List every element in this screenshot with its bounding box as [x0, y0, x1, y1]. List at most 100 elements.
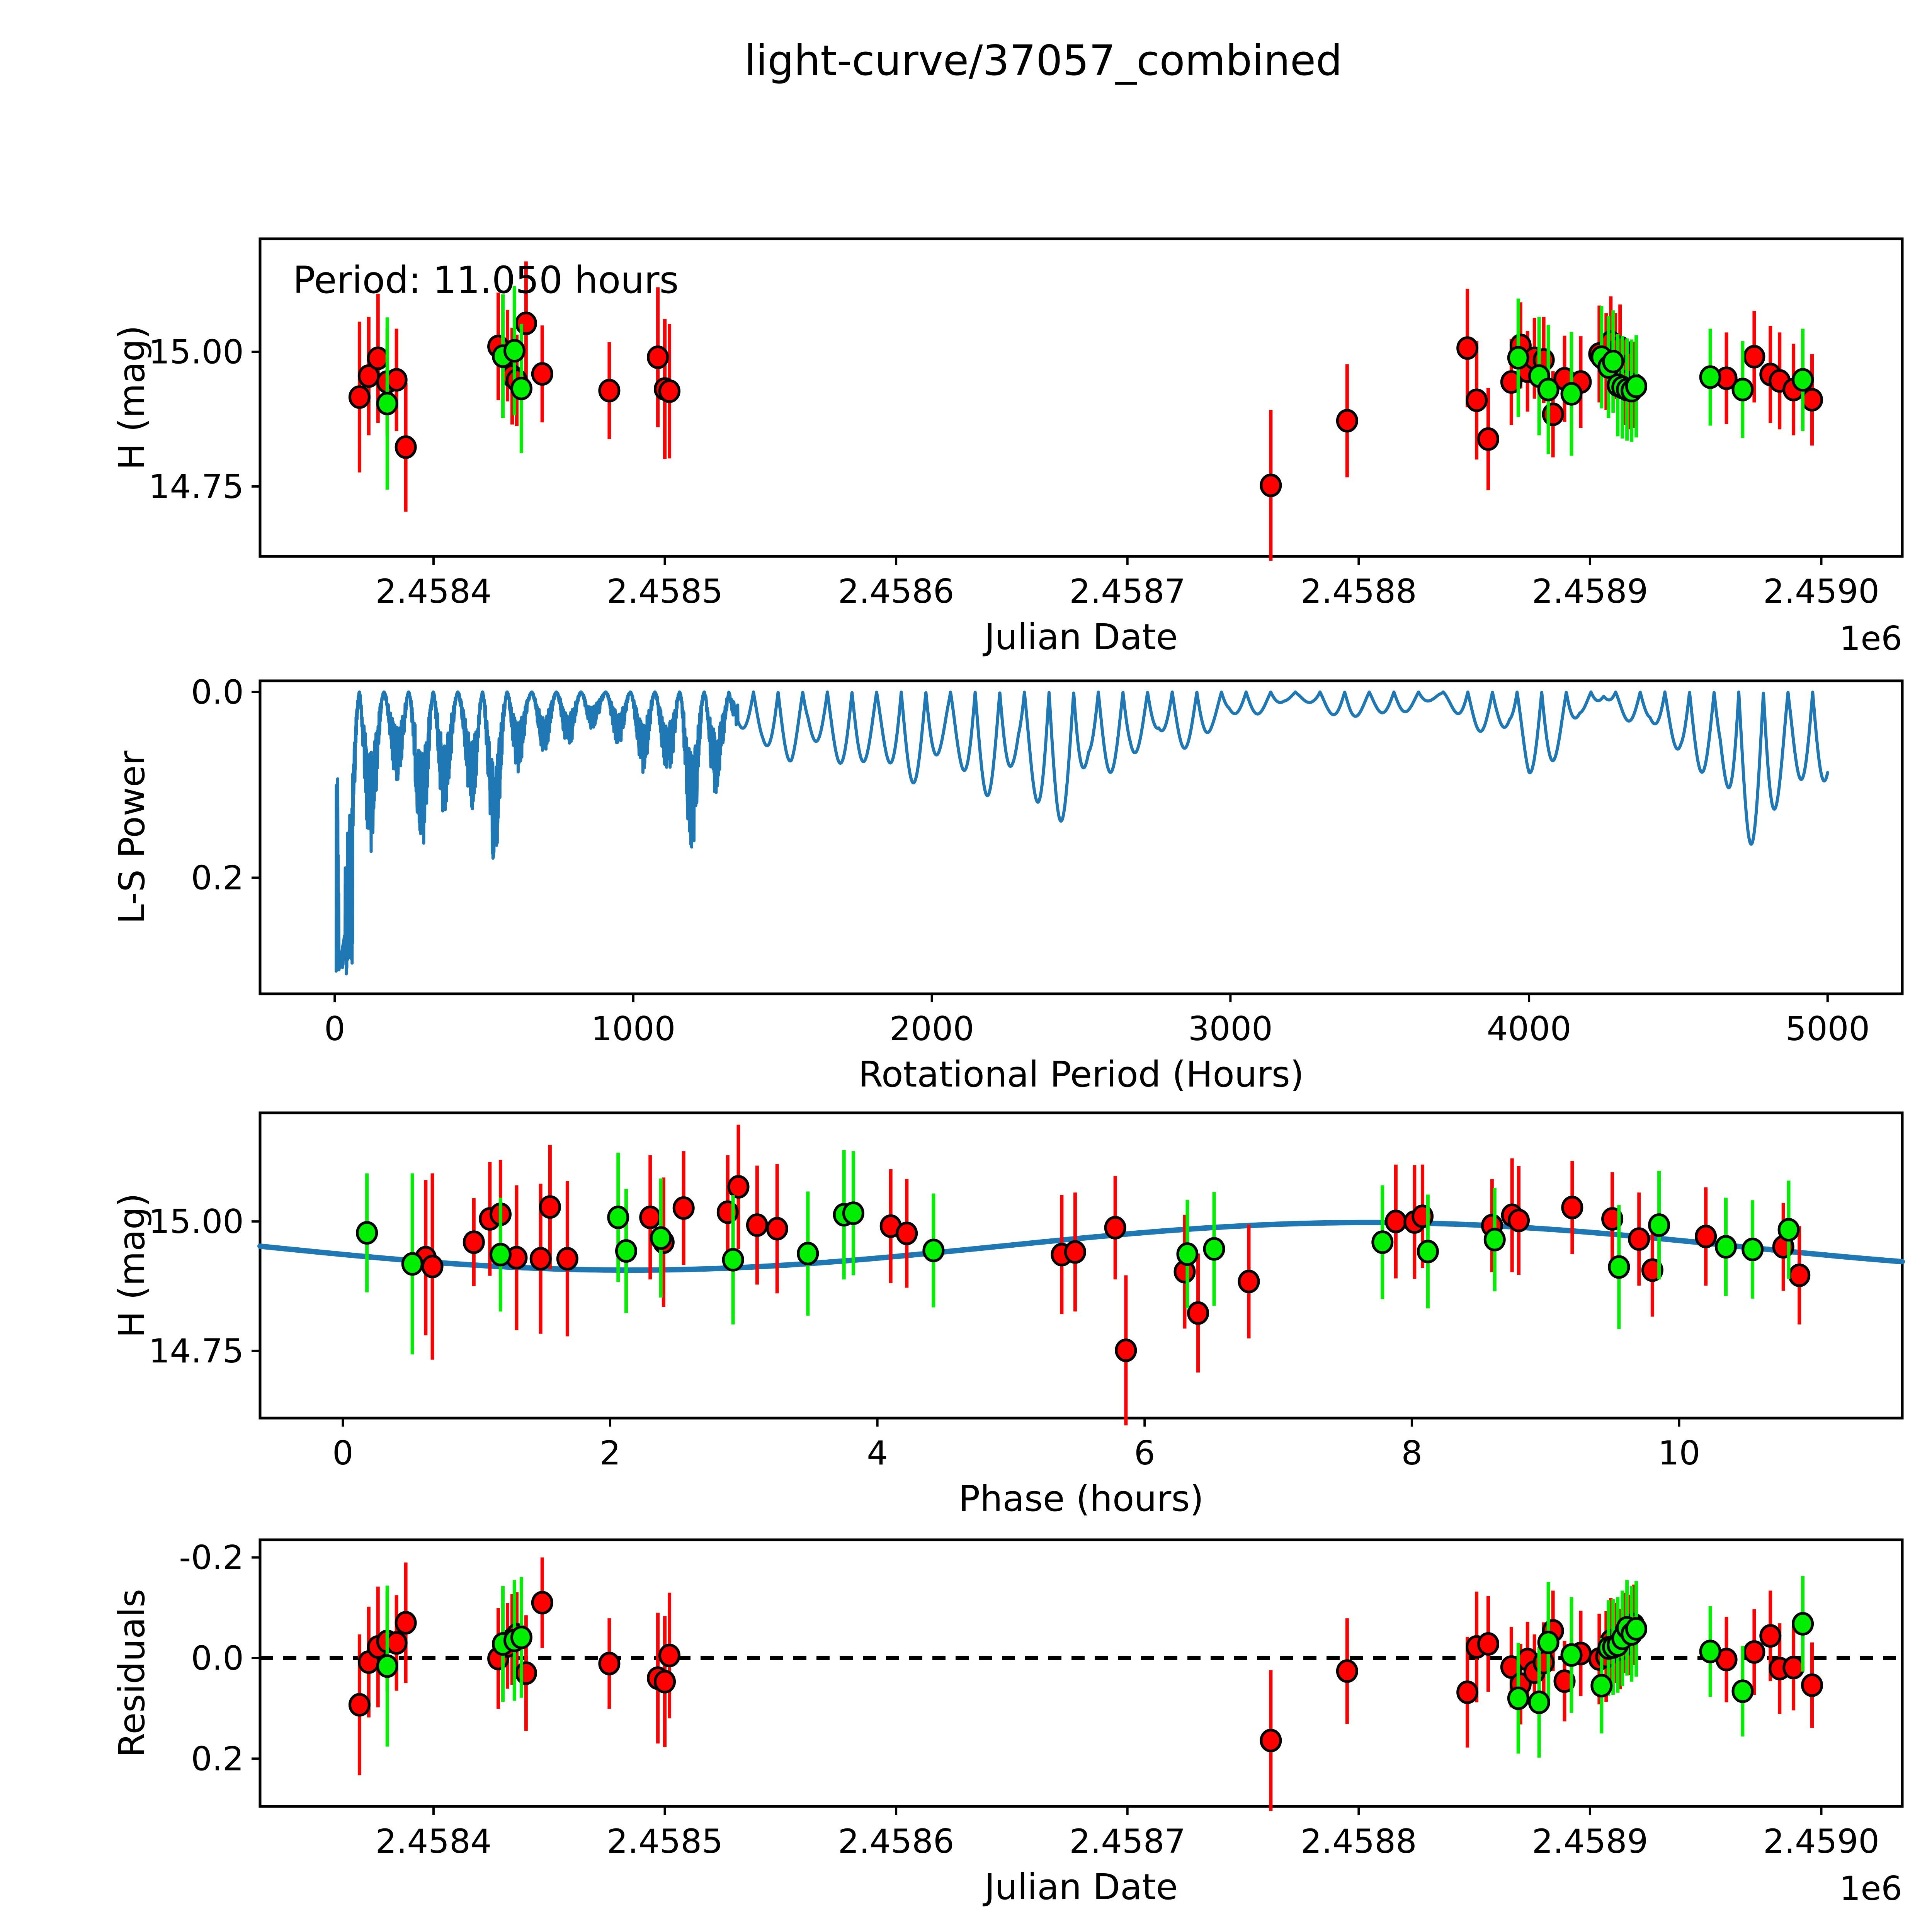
data-point-marker [1588, 1647, 1611, 1671]
data-point-marker [1537, 1631, 1560, 1655]
data-point-marker [1115, 1338, 1137, 1362]
light-curve-time-series-frame [259, 237, 1904, 558]
data-point-marker [1621, 1622, 1643, 1646]
data-point-marker [1509, 1672, 1532, 1696]
data-point-marker [1699, 365, 1721, 389]
data-point-marker [1648, 1213, 1670, 1237]
light-curve-time-series-xticklabel: 2.4590 [1763, 572, 1879, 611]
data-point-marker [515, 1661, 537, 1685]
data-point-marker [1614, 1621, 1636, 1645]
residuals-time-series-series-green-band [376, 1576, 1814, 1758]
data-point-marker [1623, 373, 1645, 397]
data-point-marker [1516, 359, 1539, 383]
data-point-marker [489, 1243, 512, 1267]
phase-folded-light-curve-xticklabel: 0 [332, 1434, 354, 1473]
data-point-marker [1611, 1626, 1634, 1650]
data-point-marker [1792, 368, 1814, 392]
data-point-marker [421, 1255, 444, 1279]
data-point-marker [357, 364, 380, 388]
data-point-marker [1542, 402, 1564, 426]
data-point-marker [1616, 1616, 1638, 1640]
data-point-marker [1782, 378, 1805, 401]
residuals-time-series-xticklabel: 2.4588 [1301, 1822, 1417, 1861]
data-point-marker [1623, 1613, 1645, 1637]
data-point-marker [510, 376, 532, 400]
data-point-marker [531, 1591, 553, 1615]
data-point-marker [922, 1238, 945, 1262]
data-point-marker [505, 368, 528, 392]
data-point-marker [1699, 1639, 1721, 1663]
data-point-marker [539, 1195, 561, 1219]
lomb-scargle-periodogram-xticklabel: 0 [324, 1010, 345, 1048]
data-point-marker [531, 362, 553, 386]
data-point-marker [1516, 1648, 1539, 1672]
data-point-marker [1618, 1623, 1641, 1647]
data-point-marker [1625, 1617, 1648, 1641]
residuals-time-series-series-red-band [348, 1557, 1823, 1811]
data-point-marker [505, 1246, 528, 1270]
residuals-time-series-xticklabel: 2.4589 [1532, 1822, 1648, 1861]
data-point-marker [1618, 374, 1641, 398]
data-point-marker [1607, 373, 1629, 397]
data-point-marker [1532, 1651, 1555, 1675]
light-curve-time-series-xlabel: Julian Date [983, 616, 1178, 658]
data-point-marker [896, 1221, 918, 1245]
residuals-time-series-xticklabel: 2.4590 [1763, 1822, 1879, 1861]
data-point-marker [1772, 1235, 1794, 1259]
data-point-marker [1602, 1635, 1624, 1659]
light-curve-time-series-yticklabel: 14.75 [149, 468, 244, 506]
data-point-marker [746, 1213, 768, 1237]
data-point-marker [1743, 345, 1765, 369]
data-point-marker [1456, 1680, 1479, 1704]
data-point-marker [1523, 346, 1546, 370]
data-point-marker [492, 344, 514, 368]
data-point-marker [652, 1230, 675, 1254]
data-point-marker [1481, 1214, 1503, 1238]
data-point-marker [1742, 1237, 1764, 1261]
data-point-marker [487, 1646, 510, 1670]
data-point-marker [716, 1200, 739, 1224]
data-point-marker [505, 1623, 528, 1647]
data-point-marker [1611, 376, 1634, 400]
data-point-marker [357, 1650, 380, 1674]
data-point-marker [650, 1226, 672, 1250]
period-annotation: Period: 11.050 hours [293, 259, 679, 302]
data-point-marker [1759, 1624, 1782, 1648]
data-point-marker [1695, 1225, 1717, 1248]
data-point-marker [607, 1205, 629, 1229]
lomb-scargle-periodogram-xticklabel: 2000 [889, 1010, 974, 1048]
data-point-marker [615, 1239, 638, 1263]
data-point-marker [503, 1628, 526, 1652]
data-point-marker [1782, 1656, 1805, 1680]
data-point-marker [1731, 378, 1754, 401]
data-point-marker [1508, 1209, 1530, 1233]
lomb-scargle-periodogram-xlabel: Rotational Period (Hours) [858, 1054, 1304, 1095]
data-point-marker [1371, 1230, 1394, 1254]
residuals-time-series-yticklabel: 0.2 [191, 1740, 244, 1778]
lomb-scargle-periodogram-xticklabel: 5000 [1785, 1010, 1870, 1048]
data-point-marker [1588, 342, 1611, 366]
data-point-marker [658, 379, 681, 403]
data-point-marker [1590, 345, 1613, 369]
data-point-marker [515, 311, 537, 335]
data-point-marker [1602, 350, 1624, 374]
phase-folded-light-curve-xticklabel: 2 [600, 1434, 621, 1473]
data-point-marker [1608, 1255, 1630, 1279]
data-point-marker [598, 379, 621, 403]
data-point-marker [1176, 1242, 1199, 1266]
data-point-marker [401, 1252, 423, 1276]
phase-folded-light-curve-series-red-band [415, 1124, 1811, 1425]
data-point-marker [727, 1175, 750, 1199]
data-point-marker [1336, 409, 1358, 433]
data-point-marker [1403, 1210, 1426, 1234]
data-point-marker [1788, 1263, 1811, 1287]
phase-folded-light-curve-series-green-band [356, 1150, 1800, 1355]
data-point-marker [385, 1631, 408, 1655]
data-point-marker [766, 1217, 788, 1241]
data-point-marker [1528, 364, 1550, 388]
data-point-marker [1507, 346, 1529, 370]
